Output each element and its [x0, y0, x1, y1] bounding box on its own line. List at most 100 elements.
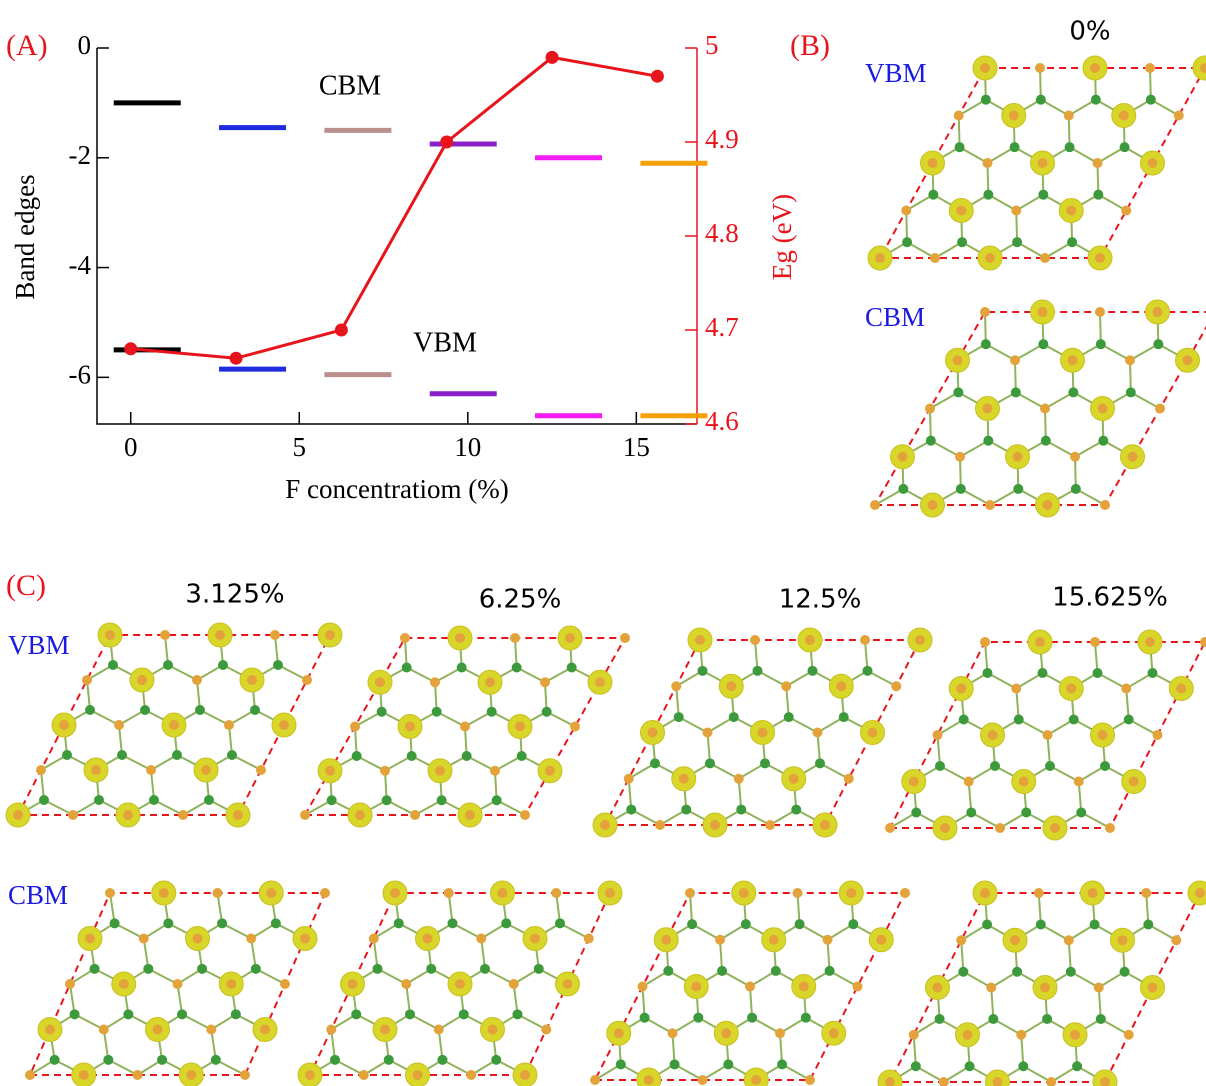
- atom: [956, 684, 966, 694]
- atom: [1009, 111, 1019, 121]
- atom: [459, 1009, 469, 1019]
- atom: [1171, 935, 1181, 945]
- annotation: VBM: [413, 327, 477, 358]
- atom: [407, 751, 417, 761]
- atom: [679, 774, 689, 784]
- atom: [898, 484, 908, 494]
- atom: [1040, 404, 1050, 414]
- atom: [512, 663, 522, 673]
- atom: [958, 967, 968, 977]
- atom: [595, 677, 605, 687]
- atom: [1141, 888, 1151, 898]
- atom: [1067, 237, 1077, 247]
- atom: [1068, 387, 1078, 397]
- atom: [99, 1025, 109, 1035]
- atom: [139, 934, 149, 944]
- atom: [723, 1059, 733, 1069]
- atom: [983, 668, 993, 678]
- atom: [1072, 1061, 1082, 1071]
- atom: [911, 1061, 921, 1071]
- atom: [227, 750, 237, 760]
- atom: [380, 766, 390, 776]
- atom: [1095, 253, 1105, 263]
- atom: [1145, 637, 1155, 647]
- atom: [901, 206, 911, 216]
- atom: [70, 1009, 80, 1019]
- atom: [1014, 715, 1024, 725]
- atom: [1153, 339, 1163, 349]
- page: (A) F concentratiom (%) Band edges Eg (e…: [0, 0, 1206, 1086]
- atom: [795, 919, 805, 929]
- atom: [1121, 206, 1131, 216]
- atom: [177, 1009, 187, 1019]
- atom: [1066, 206, 1076, 216]
- atom: [85, 934, 95, 944]
- atom: [110, 918, 120, 928]
- atom: [1070, 452, 1080, 462]
- atom: [963, 1030, 973, 1040]
- atom: [1021, 808, 1031, 818]
- atom: [791, 805, 801, 815]
- atom: [260, 1025, 270, 1035]
- atom: [488, 1025, 498, 1035]
- atom: [844, 774, 854, 784]
- atom: [1046, 1077, 1056, 1086]
- atom: [925, 404, 935, 414]
- atom: [758, 728, 768, 738]
- atom: [169, 720, 179, 730]
- atom: [350, 722, 360, 732]
- atom: [1145, 63, 1155, 73]
- atom: [590, 1075, 600, 1085]
- atom: [868, 728, 878, 738]
- atom: [988, 730, 998, 740]
- atom: [693, 1013, 703, 1023]
- atom: [530, 934, 540, 944]
- atom: [91, 765, 101, 775]
- atom: [1090, 637, 1100, 647]
- structures: [6, 56, 1206, 1086]
- atom: [825, 966, 835, 976]
- atom: [192, 675, 202, 685]
- atom: [705, 758, 715, 768]
- atom: [638, 982, 648, 992]
- atom: [1096, 339, 1106, 349]
- atom: [928, 158, 938, 168]
- atom: [1036, 920, 1046, 930]
- atom: [698, 666, 708, 676]
- atom: [65, 979, 75, 989]
- atom: [1013, 452, 1023, 462]
- atom: [876, 935, 886, 945]
- atom: [1076, 808, 1086, 818]
- atom: [218, 660, 228, 670]
- axis-frame: [97, 48, 697, 424]
- atom: [1064, 935, 1074, 945]
- atom: [36, 765, 46, 775]
- atom: [930, 253, 940, 263]
- atom: [703, 728, 713, 738]
- atom: [1100, 500, 1110, 510]
- atom: [390, 888, 400, 898]
- atom: [771, 966, 781, 976]
- atom: [1183, 355, 1193, 365]
- atom: [513, 1009, 523, 1019]
- atom: [721, 1028, 731, 1038]
- atom: [146, 765, 156, 775]
- atom: [739, 888, 749, 898]
- atom: [1088, 888, 1098, 898]
- atom: [953, 355, 963, 365]
- y-axis-label: Band edges: [10, 174, 40, 299]
- atom: [985, 253, 995, 263]
- atom: [983, 158, 993, 168]
- atom: [149, 795, 159, 805]
- eg-point: [651, 70, 664, 83]
- atom: [480, 964, 490, 974]
- atom: [325, 766, 335, 776]
- atom: [1126, 387, 1136, 397]
- atom: [1038, 190, 1048, 200]
- atom: [195, 705, 205, 715]
- atom: [736, 805, 746, 815]
- atom: [423, 934, 433, 944]
- atom: [829, 1028, 839, 1038]
- atom: [956, 484, 966, 494]
- atom: [980, 63, 990, 73]
